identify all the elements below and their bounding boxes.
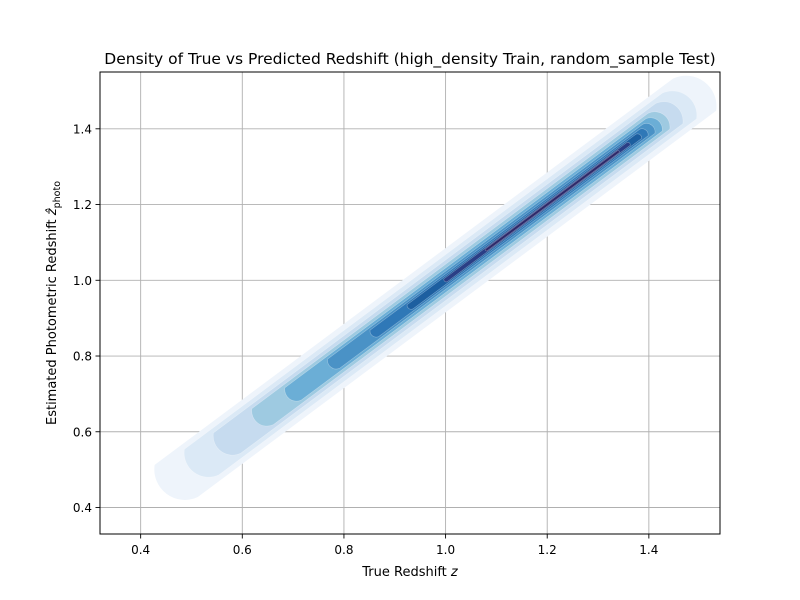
axes-frame: [99, 71, 721, 535]
x-tick-label: 0.6: [233, 543, 252, 557]
x-axis-label-text: True Redshift: [361, 565, 451, 580]
y-axis-label-text: Estimated Photometric Redshift: [45, 215, 60, 425]
density-contours: [154, 75, 717, 500]
y-axis-ticks: 0.4 0.6 0.8 1.0 1.2 1.4: [73, 122, 100, 515]
y-tick-label: 1.2: [73, 198, 92, 212]
y-tick-label: 0.8: [73, 350, 92, 364]
x-axis-label: True Redshift z: [361, 565, 459, 580]
y-axis-label: Estimated Photometric Redshift ẑphoto: [45, 181, 63, 425]
x-axis-label-symbol: z: [450, 565, 459, 580]
y-axis-label-symbol: ẑ: [45, 207, 60, 216]
x-tick-label: 0.8: [334, 543, 353, 557]
y-tick-label: 0.6: [73, 425, 92, 439]
x-tick-label: 1.4: [639, 543, 658, 557]
density-contour-level-10: [484, 150, 620, 252]
y-tick-label: 0.4: [73, 501, 92, 515]
y-tick-label: 1.0: [73, 274, 92, 288]
chart-title: Density of True vs Predicted Redshift (h…: [104, 50, 715, 69]
x-tick-label: 0.4: [131, 543, 150, 557]
x-axis-ticks: 0.4 0.6 0.8 1.0 1.2 1.4: [131, 534, 658, 557]
y-tick-label: 1.4: [73, 122, 92, 136]
x-tick-label: 1.0: [436, 543, 455, 557]
y-axis-label-subscript: photo: [52, 181, 63, 209]
x-tick-label: 1.2: [538, 543, 557, 557]
